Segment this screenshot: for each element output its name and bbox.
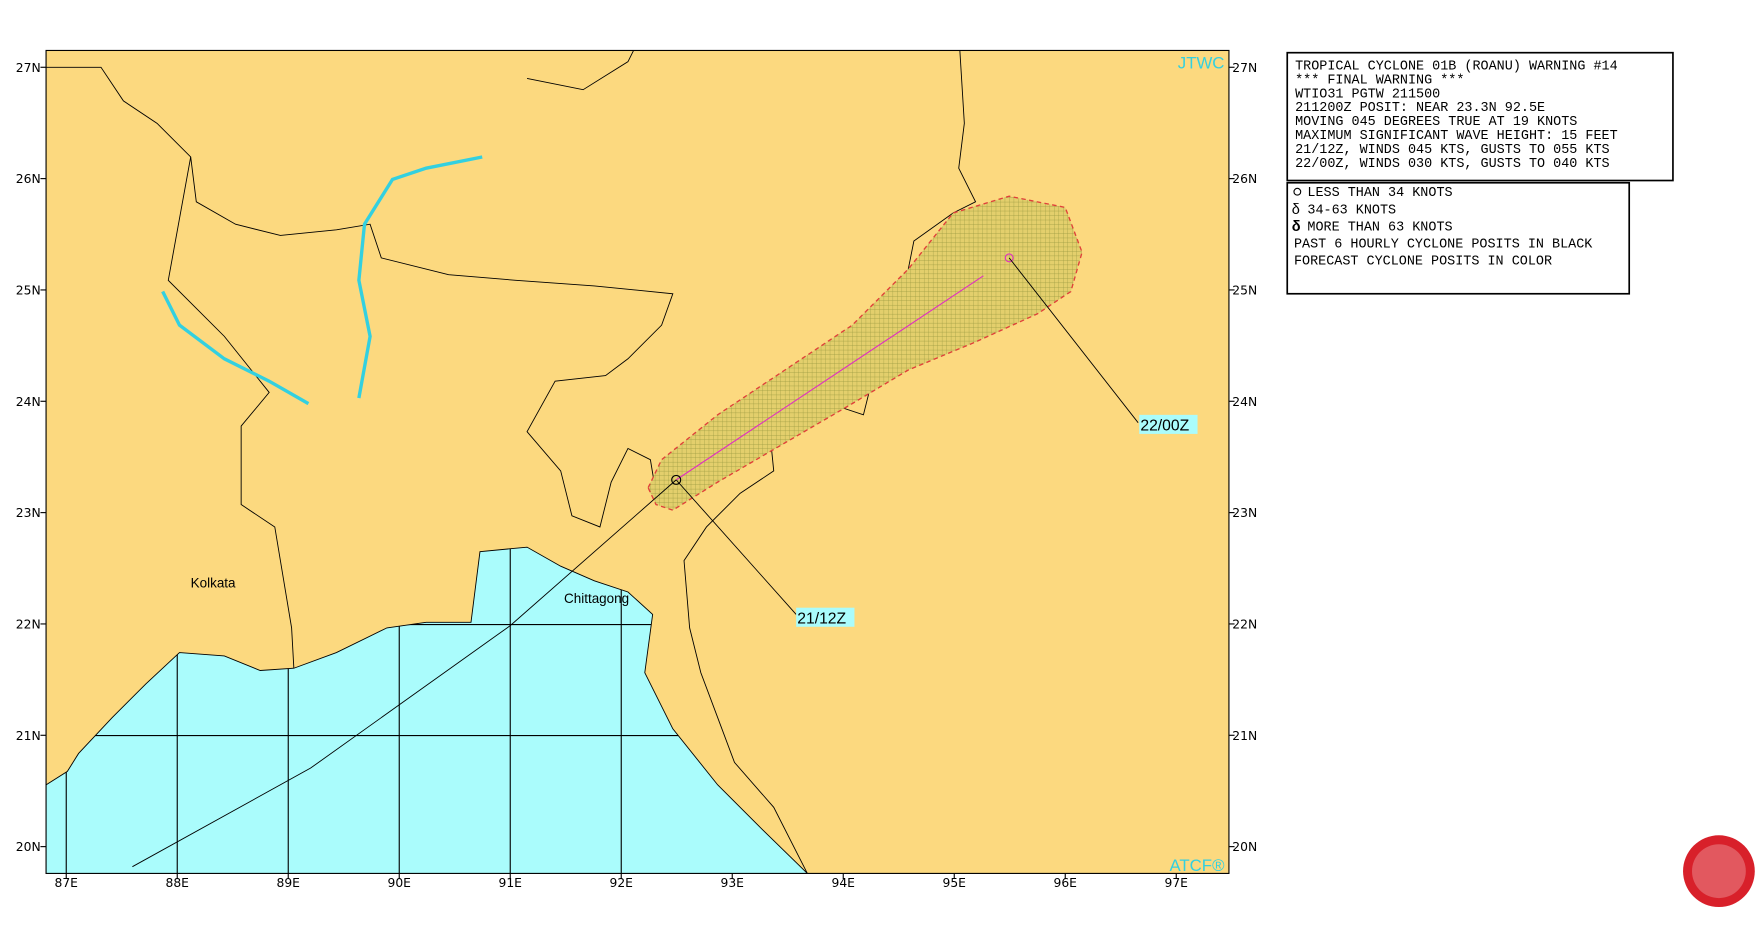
lon-label: 96E — [1054, 876, 1077, 890]
lon-label: 91E — [499, 876, 522, 890]
warning-line: 21/12Z, WINDS 045 KTS, GUSTS TO 055 KTS — [1295, 143, 1610, 158]
lat-label: 26N — [16, 172, 41, 186]
legend-symbol: δ — [1292, 219, 1301, 235]
legend-text: LESS THAN 34 KNOTS 34-63 KNOTS MORE THAN 6… — [1294, 186, 1593, 269]
lon-label: 88E — [166, 876, 189, 890]
lat-label: 20N — [1232, 840, 1257, 854]
legend-line: PAST 6 HOURLY CYCLONE POSITS IN BLACK — [1294, 237, 1593, 252]
label-bg — [1139, 414, 1198, 434]
lat-label: 23N — [16, 506, 41, 520]
warning-line: MAXIMUM SIGNIFICANT WAVE HEIGHT: 15 FEET — [1295, 129, 1618, 144]
warning-line: WTIO31 PGTW 211500 — [1295, 87, 1440, 102]
legend-symbol — [1293, 187, 1302, 196]
warning-line: 211200Z POSIT: NEAR 23.3N 92.5E — [1295, 101, 1545, 116]
lat-label: 22N — [16, 617, 41, 631]
river — [357, 155, 483, 399]
lat-label: 20N — [16, 840, 41, 854]
legend-line: LESS THAN 34 KNOTS — [1307, 186, 1452, 201]
logo — [1692, 844, 1746, 899]
lon-label: 95E — [943, 876, 966, 890]
legend-symbol: δ — [1292, 202, 1300, 218]
warning-line: MOVING 045 DEGREES TRUE AT 19 KNOTS — [1295, 115, 1577, 130]
lat-label: 27N — [1232, 61, 1257, 75]
posit-2112z — [671, 474, 682, 485]
warning-box — [1286, 51, 1674, 182]
legend-line: MORE THAN 63 KNOTS — [1307, 220, 1452, 235]
lat-label: 24N — [1232, 395, 1257, 409]
lon-label: 87E — [55, 876, 78, 890]
lon-label: 89E — [277, 876, 300, 890]
lat-label: 26N — [1232, 172, 1257, 186]
lat-label: 25N — [1232, 283, 1257, 297]
leader-lines — [675, 257, 1139, 615]
lon-label: 90E — [388, 876, 411, 890]
warning-line: 22/00Z, WINDS 030 KTS, GUSTS TO 040 KTS — [1295, 157, 1610, 172]
agency-top: JTWC — [1178, 53, 1225, 72]
lat-label: 23N — [1232, 506, 1257, 520]
agency-bottom: ATCF® — [1169, 856, 1225, 875]
lat-label: 22N — [1232, 617, 1257, 631]
past-track — [132, 479, 677, 868]
track-label: 21/12Z — [797, 610, 846, 627]
axes: 87E 88E 89E 90E 91E 92E 93E 94E 95E 96E 97E 27N 27N 2… — [16, 61, 1257, 890]
sea-grid — [46, 547, 808, 874]
lat-label: 21N — [16, 729, 41, 743]
posit-2200z — [1004, 253, 1014, 263]
lat-label: 24N — [16, 395, 41, 409]
warning-line: TROPICAL CYCLONE 01B (ROANU) WARNING #14 — [1295, 60, 1618, 75]
map-frame — [45, 49, 1230, 874]
lat-label: 27N — [16, 61, 41, 75]
lat-label: 25N — [16, 283, 41, 297]
legend-box — [1286, 181, 1631, 295]
lon-label: 93E — [721, 876, 744, 890]
lon-label: 92E — [610, 876, 633, 890]
legend-line: 34-63 KNOTS — [1307, 203, 1396, 218]
forecast-track — [675, 275, 984, 481]
lon-label: 97E — [1165, 876, 1188, 890]
map-area — [46, 50, 1229, 874]
place-label: Chittagong — [564, 591, 629, 606]
lat-label: 21N — [1232, 729, 1257, 743]
label-bg — [796, 607, 855, 627]
forecast-cone — [647, 195, 1083, 511]
legend-line: FORECAST CYCLONE POSITS IN COLOR — [1294, 254, 1552, 269]
track-label: 22/00Z — [1140, 418, 1189, 435]
lon-label: 94E — [832, 876, 855, 890]
warning-text: TROPICAL CYCLONE 01B (ROANU) WARNING #14… — [1295, 60, 1618, 172]
place-label: Kolkata — [191, 576, 236, 591]
logo — [1683, 835, 1755, 908]
bay-of-bengal — [46, 546, 809, 874]
river — [161, 290, 310, 406]
warning-line: *** FINAL WARNING *** — [1295, 73, 1464, 88]
